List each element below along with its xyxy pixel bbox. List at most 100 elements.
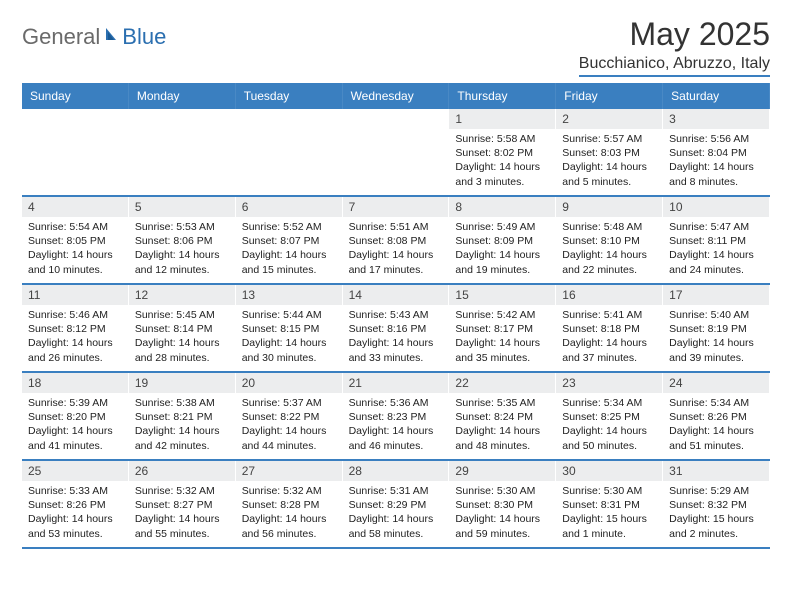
day-details: Sunrise: 5:35 AMSunset: 8:24 PMDaylight:… bbox=[449, 393, 555, 457]
week-row: 1Sunrise: 5:58 AMSunset: 8:02 PMDaylight… bbox=[22, 109, 770, 197]
sunrise-text: Sunrise: 5:32 AM bbox=[135, 484, 229, 498]
day-8: 8 Sunrise: 5:49 AMSunset: 8:09 PMDaylight… bbox=[449, 197, 556, 283]
day-14: 14Sunrise: 5:43 AMSunset: 8:16 PMDayligh… bbox=[343, 285, 450, 371]
day-17: 17Sunrise: 5:40 AMSunset: 8:19 PMDayligh… bbox=[663, 285, 770, 371]
week-row: 4Sunrise: 5:54 AMSunset: 8:05 PMDaylight… bbox=[22, 197, 770, 285]
day-number: 28 bbox=[343, 461, 449, 481]
daylight-text: Daylight: 14 hours and 8 minutes. bbox=[669, 160, 763, 188]
sunset-text: Sunset: 8:14 PM bbox=[135, 322, 229, 336]
day-28: 28Sunrise: 5:31 AMSunset: 8:29 PMDayligh… bbox=[343, 461, 450, 547]
day-number: 20 bbox=[236, 373, 342, 393]
day-details: Sunrise: 5:31 AMSunset: 8:29 PMDaylight:… bbox=[343, 481, 449, 545]
daylight-text: Daylight: 14 hours and 59 minutes. bbox=[455, 512, 549, 540]
day-20: 20Sunrise: 5:37 AMSunset: 8:22 PMDayligh… bbox=[236, 373, 343, 459]
day-number: 17 bbox=[663, 285, 769, 305]
daylight-text: Daylight: 14 hours and 19 minutes. bbox=[455, 248, 549, 276]
day-number: 13 bbox=[236, 285, 342, 305]
sunset-text: Sunset: 8:11 PM bbox=[669, 234, 763, 248]
sunset-text: Sunset: 8:06 PM bbox=[135, 234, 229, 248]
day-number: 1 bbox=[449, 109, 555, 129]
sunrise-text: Sunrise: 5:43 AM bbox=[349, 308, 443, 322]
daylight-text: Daylight: 14 hours and 56 minutes. bbox=[242, 512, 336, 540]
daylight-text: Daylight: 14 hours and 15 minutes. bbox=[242, 248, 336, 276]
daylight-text: Daylight: 15 hours and 1 minute. bbox=[562, 512, 656, 540]
day-details: Sunrise: 5:32 AMSunset: 8:27 PMDaylight:… bbox=[129, 481, 235, 545]
header: General Blue May 2025 Bucchianico, Abruz… bbox=[22, 16, 770, 77]
day-number: 6 bbox=[236, 197, 342, 217]
day-number bbox=[129, 109, 235, 115]
day-30: 30Sunrise: 5:30 AMSunset: 8:31 PMDayligh… bbox=[556, 461, 663, 547]
day-11: 11Sunrise: 5:46 AMSunset: 8:12 PMDayligh… bbox=[22, 285, 129, 371]
sunset-text: Sunset: 8:25 PM bbox=[562, 410, 656, 424]
sunrise-text: Sunrise: 5:46 AM bbox=[28, 308, 122, 322]
day-number: 11 bbox=[22, 285, 128, 305]
sunrise-text: Sunrise: 5:44 AM bbox=[242, 308, 336, 322]
day-number: 5 bbox=[129, 197, 235, 217]
day-details: Sunrise: 5:45 AMSunset: 8:14 PMDaylight:… bbox=[129, 305, 235, 369]
sunset-text: Sunset: 8:29 PM bbox=[349, 498, 443, 512]
sunrise-text: Sunrise: 5:39 AM bbox=[28, 396, 122, 410]
daylight-text: Daylight: 14 hours and 3 minutes. bbox=[455, 160, 549, 188]
sunrise-text: Sunrise: 5:51 AM bbox=[349, 220, 443, 234]
sunrise-text: Sunrise: 5:34 AM bbox=[562, 396, 656, 410]
sunrise-text: Sunrise: 5:35 AM bbox=[455, 396, 549, 410]
day-number: 3 bbox=[663, 109, 769, 129]
sunrise-text: Sunrise: 5:33 AM bbox=[28, 484, 122, 498]
daylight-text: Daylight: 14 hours and 41 minutes. bbox=[28, 424, 122, 452]
day-number bbox=[236, 109, 342, 115]
sunrise-text: Sunrise: 5:56 AM bbox=[669, 132, 763, 146]
day-number: 31 bbox=[663, 461, 769, 481]
day-number: 8 bbox=[449, 197, 555, 217]
dow-thursday: Thursday bbox=[449, 83, 556, 109]
day-10: 10Sunrise: 5:47 AMSunset: 8:11 PMDayligh… bbox=[663, 197, 770, 283]
brand-part2: Blue bbox=[122, 24, 166, 50]
sunset-text: Sunset: 8:22 PM bbox=[242, 410, 336, 424]
day-details: Sunrise: 5:47 AMSunset: 8:11 PMDaylight:… bbox=[663, 217, 769, 281]
sunset-text: Sunset: 8:09 PM bbox=[455, 234, 549, 248]
sunset-text: Sunset: 8:20 PM bbox=[28, 410, 122, 424]
sunset-text: Sunset: 8:07 PM bbox=[242, 234, 336, 248]
title-block: May 2025 Bucchianico, Abruzzo, Italy bbox=[579, 16, 770, 77]
day-details: Sunrise: 5:37 AMSunset: 8:22 PMDaylight:… bbox=[236, 393, 342, 457]
daylight-text: Daylight: 14 hours and 37 minutes. bbox=[562, 336, 656, 364]
day-19: 19Sunrise: 5:38 AMSunset: 8:21 PMDayligh… bbox=[129, 373, 236, 459]
day-number: 2 bbox=[556, 109, 662, 129]
day-empty bbox=[22, 109, 129, 195]
sunset-text: Sunset: 8:02 PM bbox=[455, 146, 549, 160]
day-number: 29 bbox=[449, 461, 555, 481]
daylight-text: Daylight: 14 hours and 39 minutes. bbox=[669, 336, 763, 364]
day-5: 5Sunrise: 5:53 AMSunset: 8:06 PMDaylight… bbox=[129, 197, 236, 283]
day-details: Sunrise: 5:38 AMSunset: 8:21 PMDaylight:… bbox=[129, 393, 235, 457]
dow-wednesday: Wednesday bbox=[343, 83, 450, 109]
day-29: 29Sunrise: 5:30 AMSunset: 8:30 PMDayligh… bbox=[449, 461, 556, 547]
daylight-text: Daylight: 14 hours and 12 minutes. bbox=[135, 248, 229, 276]
day-number: 15 bbox=[449, 285, 555, 305]
daylight-text: Daylight: 14 hours and 58 minutes. bbox=[349, 512, 443, 540]
day-details: Sunrise: 5:32 AMSunset: 8:28 PMDaylight:… bbox=[236, 481, 342, 545]
day-details: Sunrise: 5:33 AMSunset: 8:26 PMDaylight:… bbox=[22, 481, 128, 545]
sunset-text: Sunset: 8:17 PM bbox=[455, 322, 549, 336]
sunrise-text: Sunrise: 5:31 AM bbox=[349, 484, 443, 498]
day-details: Sunrise: 5:42 AMSunset: 8:17 PMDaylight:… bbox=[449, 305, 555, 369]
daylight-text: Daylight: 14 hours and 22 minutes. bbox=[562, 248, 656, 276]
daylight-text: Daylight: 14 hours and 44 minutes. bbox=[242, 424, 336, 452]
sunrise-text: Sunrise: 5:30 AM bbox=[455, 484, 549, 498]
location-underline bbox=[579, 75, 770, 77]
dow-saturday: Saturday bbox=[663, 83, 770, 109]
sunset-text: Sunset: 8:24 PM bbox=[455, 410, 549, 424]
day-number: 21 bbox=[343, 373, 449, 393]
sunset-text: Sunset: 8:31 PM bbox=[562, 498, 656, 512]
daylight-text: Daylight: 14 hours and 50 minutes. bbox=[562, 424, 656, 452]
sunrise-text: Sunrise: 5:49 AM bbox=[455, 220, 549, 234]
sunset-text: Sunset: 8:26 PM bbox=[669, 410, 763, 424]
day-9: 9Sunrise: 5:48 AMSunset: 8:10 PMDaylight… bbox=[556, 197, 663, 283]
dow-monday: Monday bbox=[129, 83, 236, 109]
sunrise-text: Sunrise: 5:37 AM bbox=[242, 396, 336, 410]
day-27: 27Sunrise: 5:32 AMSunset: 8:28 PMDayligh… bbox=[236, 461, 343, 547]
sunset-text: Sunset: 8:05 PM bbox=[28, 234, 122, 248]
day-6: 6Sunrise: 5:52 AMSunset: 8:07 PMDaylight… bbox=[236, 197, 343, 283]
day-details: Sunrise: 5:53 AMSunset: 8:06 PMDaylight:… bbox=[129, 217, 235, 281]
day-details: Sunrise: 5:48 AMSunset: 8:10 PMDaylight:… bbox=[556, 217, 662, 281]
sunset-text: Sunset: 8:26 PM bbox=[28, 498, 122, 512]
day-16: 16Sunrise: 5:41 AMSunset: 8:18 PMDayligh… bbox=[556, 285, 663, 371]
